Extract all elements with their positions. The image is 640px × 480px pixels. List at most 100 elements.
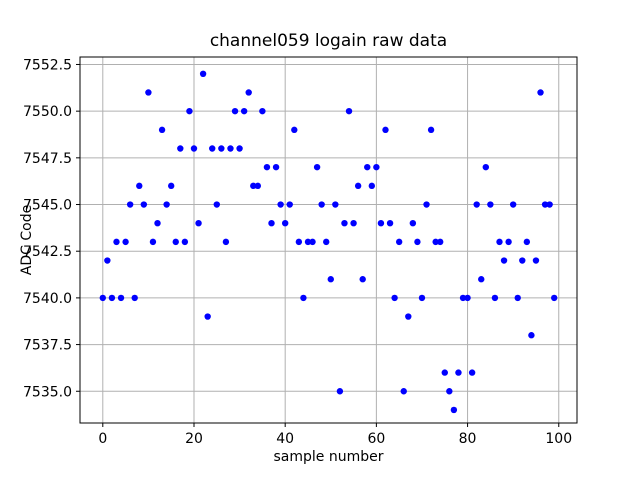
- data-point: [254, 182, 262, 190]
- data-point: [145, 89, 152, 96]
- x-tick-label: 100: [545, 431, 572, 447]
- data-point: [263, 163, 271, 171]
- data-point: [418, 294, 426, 302]
- data-point: [250, 182, 257, 190]
- data-point: [259, 107, 266, 115]
- data-point: [537, 89, 544, 96]
- data-point: [336, 388, 344, 395]
- data-point: [186, 107, 193, 115]
- data-point: [464, 294, 471, 302]
- data-point: [227, 145, 234, 152]
- data-point: [541, 201, 549, 208]
- data-point: [409, 219, 417, 227]
- data-point: [309, 238, 316, 246]
- data-point: [437, 238, 444, 246]
- data-point: [551, 294, 558, 302]
- data-point: [332, 201, 339, 208]
- data-point: [158, 126, 166, 134]
- data-point: [108, 294, 116, 302]
- data-point: [532, 257, 540, 264]
- x-tick-label: 60: [367, 431, 385, 447]
- y-axis-label: ADC Code: [19, 204, 35, 276]
- data-point: [291, 126, 298, 134]
- data-point: [154, 219, 161, 227]
- data-point: [304, 238, 312, 246]
- data-point: [441, 369, 448, 376]
- data-point: [222, 238, 230, 246]
- y-tick-label: 7552.5: [23, 57, 72, 73]
- data-point: [113, 238, 120, 246]
- data-point: [131, 294, 138, 302]
- axes-spines: [79, 56, 578, 424]
- data-point: [487, 201, 494, 208]
- data-point: [405, 313, 412, 320]
- data-point: [354, 182, 362, 190]
- data-point: [414, 238, 421, 246]
- data-point: [514, 294, 521, 302]
- data-point: [341, 219, 348, 227]
- data-point: [177, 145, 184, 152]
- data-point: [478, 276, 485, 283]
- data-point: [167, 182, 175, 190]
- data-point: [359, 276, 366, 283]
- data-point: [231, 107, 239, 115]
- data-point: [190, 145, 198, 152]
- data-point: [546, 201, 553, 208]
- data-point: [104, 257, 111, 264]
- data-point: [327, 276, 334, 283]
- data-point: [528, 332, 535, 339]
- data-point: [509, 201, 517, 208]
- data-point: [432, 238, 439, 246]
- x-tick-label: 20: [185, 431, 203, 447]
- x-tick-label: 80: [459, 431, 477, 447]
- data-point: [364, 163, 371, 171]
- data-point: [300, 294, 307, 302]
- data-point: [236, 145, 243, 152]
- data-point: [496, 238, 503, 246]
- data-point: [523, 238, 531, 246]
- data-point: [99, 294, 106, 302]
- y-tick-label: 7545.0: [23, 198, 72, 214]
- data-point: [209, 145, 216, 152]
- data-point: [446, 388, 453, 395]
- data-point: [281, 219, 289, 227]
- data-point: [505, 238, 512, 246]
- data-point: [268, 219, 275, 227]
- data-point: [382, 126, 389, 134]
- x-tick-label: 0: [98, 431, 107, 447]
- data-point: [272, 163, 280, 171]
- data-point: [323, 238, 330, 246]
- data-point: [400, 388, 407, 395]
- data-point: [149, 238, 157, 246]
- data-point: [459, 294, 467, 302]
- data-point: [345, 107, 353, 115]
- data-point: [163, 201, 170, 208]
- y-tick-label: 7537.5: [23, 338, 72, 354]
- data-point: [218, 145, 225, 152]
- data-point: [491, 294, 499, 302]
- data-point: [500, 257, 508, 264]
- data-point: [245, 89, 252, 96]
- data-point: [313, 163, 321, 171]
- data-point: [455, 369, 462, 376]
- data-point: [423, 201, 430, 208]
- data-point: [373, 163, 380, 171]
- data-point: [126, 201, 134, 208]
- data-point: [140, 201, 148, 208]
- data-point: [395, 238, 403, 246]
- data-point: [468, 369, 476, 376]
- data-point: [199, 70, 207, 78]
- data-point: [181, 238, 189, 246]
- data-point: [386, 219, 394, 227]
- data-point: [391, 294, 398, 302]
- data-point: [473, 201, 480, 208]
- data-point: [519, 257, 526, 264]
- data-point: [368, 182, 376, 190]
- data-point: [427, 126, 435, 134]
- data-point: [277, 201, 284, 208]
- data-point: [136, 182, 143, 190]
- y-tick-label: 7540.0: [23, 291, 72, 307]
- data-point: [213, 201, 220, 208]
- y-tick-label: 7535.0: [23, 384, 72, 400]
